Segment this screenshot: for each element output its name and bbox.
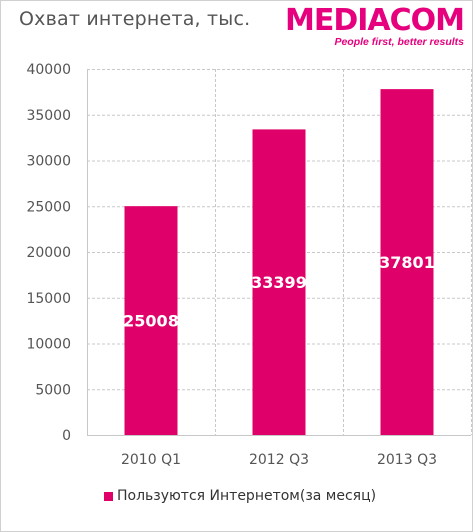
y-tick-label: 35000: [26, 108, 71, 124]
x-tick-label: 2010 Q1: [121, 452, 181, 468]
y-tick-label: 15000: [26, 291, 71, 307]
x-tick-label: 2012 Q3: [249, 452, 309, 468]
bar: [380, 89, 434, 435]
bar: [124, 206, 178, 435]
chart-title: Охват интернета, тыс.: [19, 8, 251, 30]
legend-swatch: [104, 491, 113, 501]
data-label: 33399: [251, 273, 307, 292]
data-label: 37801: [379, 253, 435, 272]
data-label: 25008: [123, 312, 179, 331]
x-tick-label: 2013 Q3: [377, 452, 437, 468]
bar-chart: 0 5000 10000 15000 20000 25000 30000 35000 40000…: [26, 62, 472, 468]
bar: [252, 129, 306, 435]
logo-tagline: People first, better results: [334, 36, 464, 48]
y-tick-label: 5000: [35, 382, 71, 398]
y-tick-label: 30000: [26, 154, 71, 170]
y-tick-label: 10000: [26, 337, 71, 353]
logo-wordmark: MEDIACOM: [284, 3, 465, 38]
y-tick-label: 40000: [26, 62, 71, 78]
y-tick-label: 20000: [26, 245, 71, 261]
mediacom-logo: MEDIACOM People first, better results: [284, 3, 465, 49]
y-tick-label: 25000: [26, 199, 71, 215]
legend-label: Пользуются Интернетом(за месяц): [117, 488, 377, 504]
y-tick-label: 0: [62, 428, 71, 444]
legend: Пользуются Интернетом(за месяц): [104, 488, 376, 504]
